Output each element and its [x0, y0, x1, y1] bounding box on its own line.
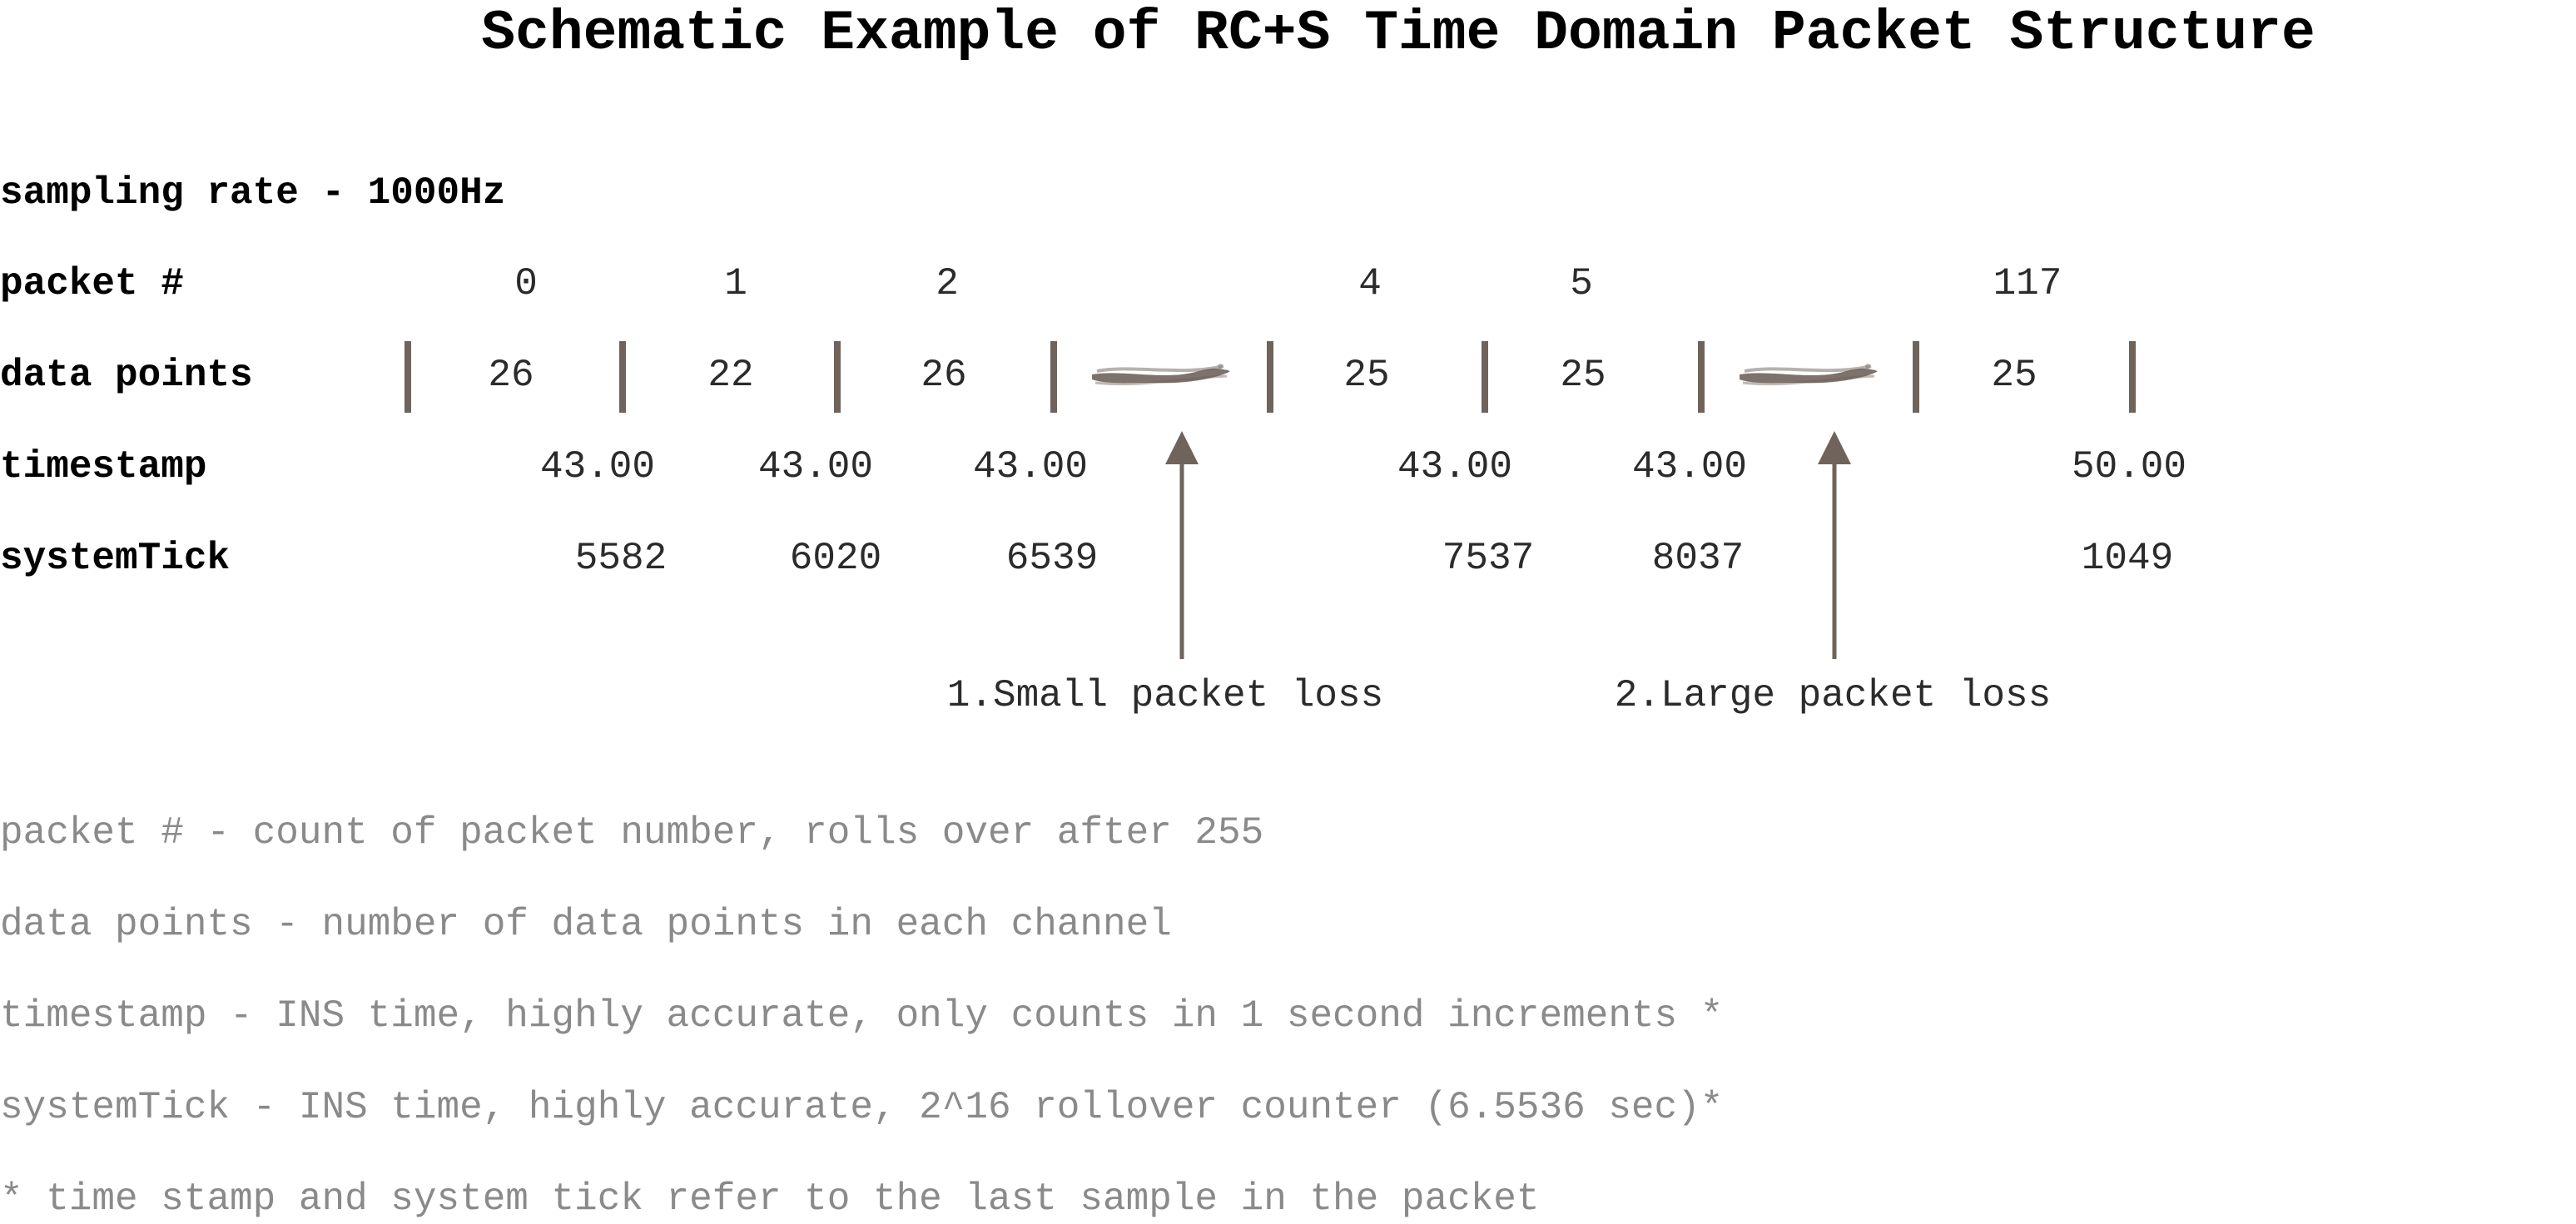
gap-smudge-large: [1740, 364, 1878, 386]
data-points-count: 25: [1560, 354, 1606, 397]
timestamp-value: 43.00: [540, 445, 655, 488]
legend-timestamp: timestamp - INS time, highly accurate, o…: [0, 994, 1723, 1038]
diagram-title: Schematic Example of RC+S Time Domain Pa…: [481, 2, 2315, 66]
legend-data-points: data points - number of data points in e…: [0, 903, 1172, 946]
timestamp-value: 50.00: [2072, 445, 2186, 488]
data-points-count: 25: [1991, 354, 2037, 397]
row-label-data-points: data points: [0, 354, 253, 397]
packet-number: 2: [936, 262, 959, 305]
system-tick-value: 8037: [1652, 537, 1744, 580]
annotation-small-packet-loss: 1.Small packet loss: [947, 674, 1384, 717]
system-tick-value: 7537: [1442, 537, 1534, 580]
packet-number: 1: [724, 262, 747, 305]
arrow-small-loss: [1165, 431, 1199, 659]
system-tick-value: 5582: [575, 537, 667, 580]
gap-smudge-small: [1092, 364, 1230, 386]
row-label-timestamp: timestamp: [0, 445, 206, 488]
data-points-count: 25: [1343, 354, 1389, 397]
legend-packet-number: packet # - count of packet number, rolls…: [0, 811, 1263, 855]
row-label-packet: packet #: [0, 262, 184, 305]
data-points-count: 26: [921, 354, 966, 397]
legend-footnote: * time stamp and system tick refer to th…: [0, 1177, 1540, 1221]
timestamp-value: 43.00: [1632, 445, 1747, 488]
sampling-rate-label: sampling rate - 1000Hz: [0, 171, 505, 215]
packet-number: 4: [1358, 262, 1382, 305]
timestamp-value: 43.00: [973, 445, 1088, 488]
timestamp-value: 43.00: [758, 445, 873, 488]
packet-number: 117: [1993, 262, 2062, 305]
arrow-large-loss: [1818, 431, 1851, 659]
data-points-count: 26: [488, 354, 534, 397]
packet-separators: [405, 341, 2136, 413]
system-tick-value: 1049: [2082, 537, 2173, 580]
system-tick-value: 6539: [1006, 537, 1098, 580]
row-label-system-tick: systemTick: [0, 537, 230, 580]
legend-system-tick: systemTick - INS time, highly accurate, …: [0, 1086, 1723, 1129]
packet-number: 5: [1570, 262, 1593, 305]
packet-number: 0: [514, 262, 538, 305]
system-tick-value: 6020: [790, 537, 881, 580]
timestamp-value: 43.00: [1397, 445, 1512, 488]
annotation-large-packet-loss: 2.Large packet loss: [1615, 674, 2052, 717]
data-points-count: 22: [707, 354, 753, 397]
